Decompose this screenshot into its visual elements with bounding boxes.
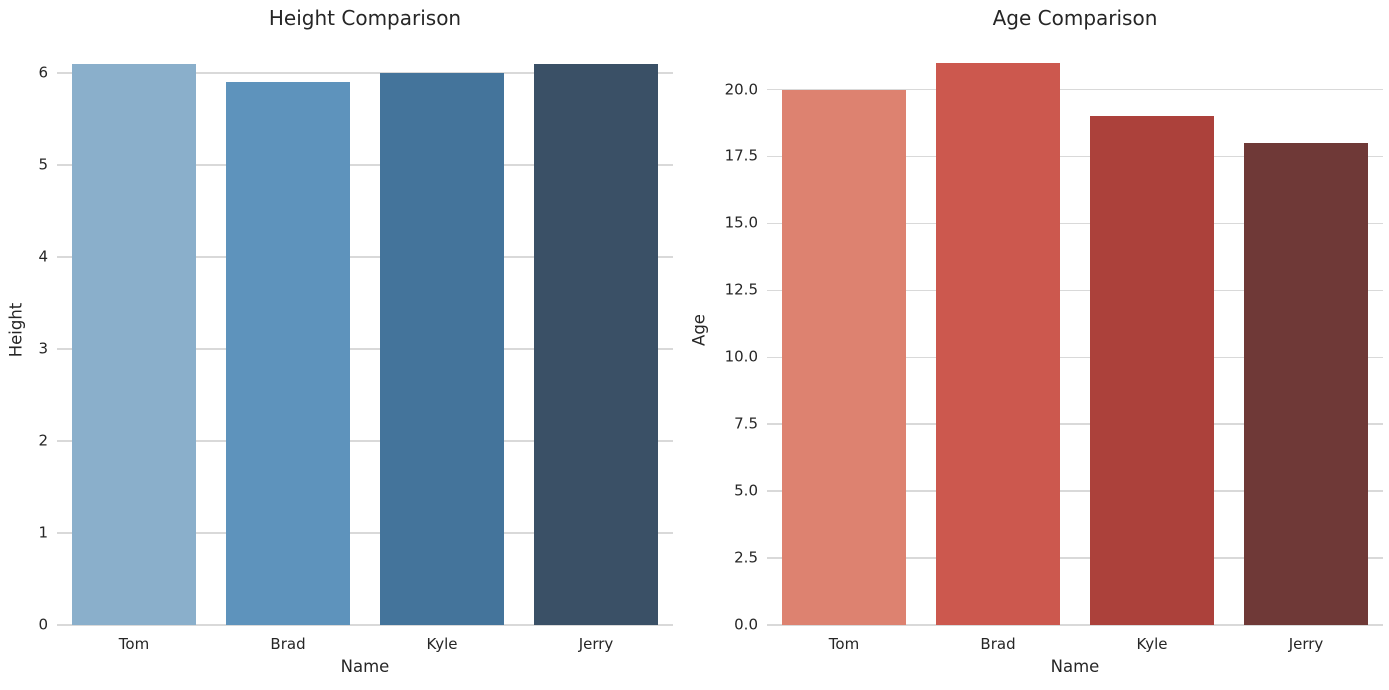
y-tick-label: 4 bbox=[38, 247, 48, 266]
gridline bbox=[767, 356, 1383, 359]
gridline bbox=[767, 557, 1383, 559]
y-tick-label: 2.5 bbox=[734, 548, 758, 567]
gridline bbox=[767, 423, 1383, 425]
y-tick-label: 17.5 bbox=[724, 146, 758, 165]
height-chart-title: Height Comparison bbox=[268, 6, 462, 30]
bar-brad bbox=[226, 82, 350, 625]
x-tick-label: Jerry bbox=[1288, 635, 1324, 653]
age-chart-title: Age Comparison bbox=[992, 6, 1158, 30]
y-tick-label: 15.0 bbox=[724, 213, 758, 232]
height-chart-ylabel: Height bbox=[6, 302, 26, 358]
height-chart-xlabel: Name bbox=[340, 657, 390, 676]
gridline bbox=[767, 155, 1383, 158]
age-chart-xlabel: Name bbox=[1050, 657, 1100, 676]
bar-tom bbox=[782, 89, 906, 625]
x-tick-label: Tom bbox=[118, 635, 150, 653]
x-tick-label: Brad bbox=[270, 635, 306, 653]
x-tick-label: Tom bbox=[828, 635, 860, 653]
bar-kyle bbox=[1090, 116, 1214, 625]
gridline bbox=[767, 289, 1383, 292]
gridline bbox=[767, 88, 1383, 91]
y-tick-label: 7.5 bbox=[734, 414, 758, 433]
gridline bbox=[57, 348, 673, 350]
y-tick-label: 6 bbox=[38, 63, 48, 82]
y-tick-label: 0.0 bbox=[734, 615, 758, 634]
height-chart-plot-area: Name 0 1 2 3 4 5 6 Tom Brad Kyle Jerry bbox=[38, 36, 673, 676]
gridline bbox=[767, 222, 1383, 225]
gridline bbox=[57, 440, 673, 442]
x-tick-label: Kyle bbox=[1136, 635, 1168, 653]
bar-tom bbox=[72, 63, 196, 625]
gridline bbox=[57, 164, 673, 166]
y-tick-label: 0 bbox=[38, 615, 48, 634]
y-tick-label: 20.0 bbox=[724, 80, 758, 99]
gridline bbox=[57, 256, 673, 258]
gridline bbox=[57, 624, 673, 626]
age-chart-ylabel: Age bbox=[689, 314, 709, 346]
x-tick-label: Kyle bbox=[426, 635, 458, 653]
age-chart-plot-area: Name 0.0 2.5 5.0 7.5 10.0 12.5 15.0 17.5 20.0 Tom… bbox=[725, 36, 1383, 676]
y-tick-label: 5 bbox=[38, 155, 48, 174]
y-tick-label: 3 bbox=[38, 339, 48, 358]
y-tick-label: 12.5 bbox=[724, 280, 758, 299]
y-tick-label: 2 bbox=[38, 431, 48, 450]
bar-brad bbox=[936, 62, 1060, 625]
bar-kyle bbox=[380, 72, 504, 625]
bar-jerry bbox=[1244, 143, 1368, 625]
y-tick-label: 5.0 bbox=[734, 481, 758, 500]
y-tick-label: 10.0 bbox=[724, 347, 758, 366]
gridline bbox=[767, 624, 1383, 626]
y-tick-label: 1 bbox=[38, 523, 48, 542]
gridline bbox=[767, 490, 1383, 492]
x-tick-label: Jerry bbox=[578, 635, 614, 653]
gridline bbox=[57, 532, 673, 534]
gridline bbox=[57, 72, 673, 74]
x-tick-label: Brad bbox=[980, 635, 1016, 653]
bar-jerry bbox=[534, 63, 658, 625]
